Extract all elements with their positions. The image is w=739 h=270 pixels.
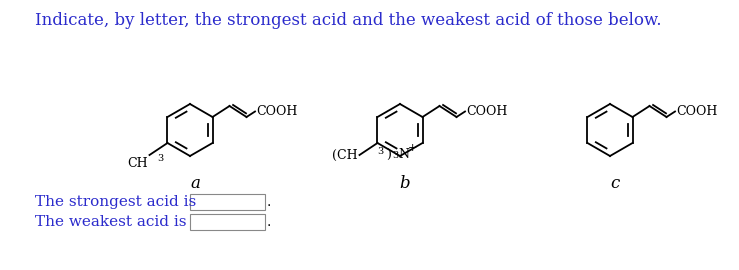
- Text: 3: 3: [392, 150, 399, 160]
- Text: .: .: [267, 195, 271, 209]
- Text: COOH: COOH: [466, 105, 508, 118]
- Text: COOH: COOH: [256, 105, 297, 118]
- Text: 3: 3: [377, 147, 384, 157]
- Text: COOH: COOH: [676, 105, 718, 118]
- Bar: [190, 194, 265, 210]
- Text: N: N: [398, 148, 409, 161]
- Text: c: c: [610, 176, 619, 193]
- Text: CH: CH: [127, 157, 148, 170]
- Text: The strongest acid is: The strongest acid is: [35, 195, 197, 209]
- Bar: [190, 214, 265, 230]
- Text: .: .: [267, 215, 271, 229]
- Text: Indicate, by letter, the strongest acid and the weakest acid of those below.: Indicate, by letter, the strongest acid …: [35, 12, 661, 29]
- Text: (CH: (CH: [332, 148, 358, 161]
- Text: 3: 3: [157, 154, 163, 163]
- Text: a: a: [190, 176, 200, 193]
- Text: The weakest acid is: The weakest acid is: [35, 215, 186, 229]
- Text: b: b: [400, 176, 410, 193]
- Text: +: +: [407, 143, 417, 153]
- Text: ): ): [386, 148, 392, 161]
